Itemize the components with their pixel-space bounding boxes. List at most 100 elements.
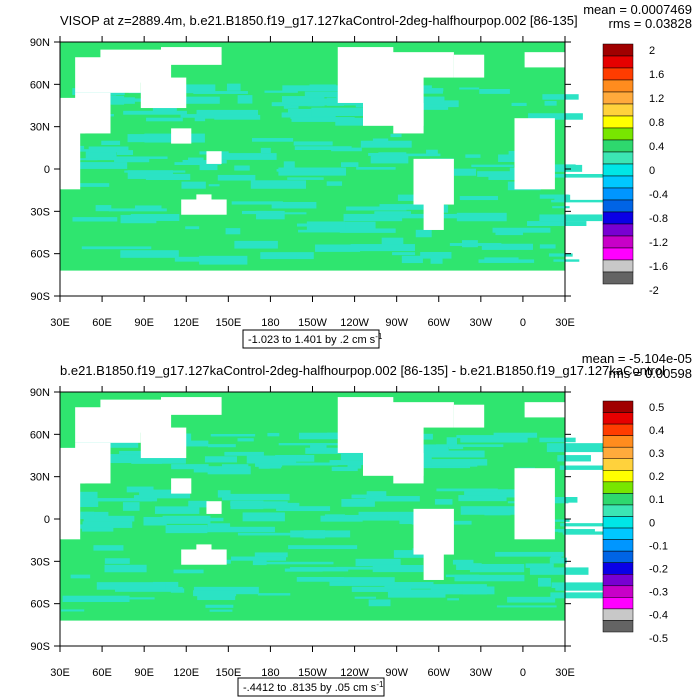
ocean-anomaly-patch	[551, 582, 615, 589]
ocean-anomaly-patch	[305, 447, 362, 454]
lon-tick-label: 180	[261, 667, 279, 679]
colorbar-label: 1.2	[649, 93, 664, 105]
colorbar-swatch	[602, 175, 634, 189]
ocean-anomaly-patch	[276, 506, 331, 512]
land-mask	[514, 468, 555, 540]
land-mask	[171, 478, 192, 494]
colorbar-swatch	[602, 504, 634, 517]
ocean-anomaly-patch	[234, 240, 278, 249]
ocean-anomaly-patch	[73, 498, 99, 507]
lat-tick-label: 90S	[30, 641, 50, 653]
ocean-anomaly-patch	[447, 598, 460, 601]
ocean-anomaly-patch	[303, 530, 326, 539]
ocean-anomaly-patch	[379, 153, 441, 157]
lon-tick-label: 120E	[173, 667, 199, 679]
ocean-anomaly-patch	[209, 609, 233, 612]
ocean-anomaly-patch	[96, 582, 166, 590]
ocean-anomaly-patch	[464, 489, 523, 496]
colorbar-swatch	[602, 585, 634, 598]
land-mask	[423, 199, 444, 230]
ocean-anomaly-patch	[93, 545, 124, 551]
land-mask	[206, 151, 222, 164]
ocean-anomaly-patch	[379, 204, 445, 210]
ocean-anomaly-patch	[260, 147, 271, 154]
colorbar-swatch	[602, 620, 634, 633]
ocean-anomaly-patch	[173, 569, 204, 574]
land-mask	[181, 549, 227, 565]
ocean-anomaly-patch	[278, 443, 339, 446]
ocean-anomaly-patch	[101, 140, 121, 146]
ocean-anomaly-patch	[281, 502, 300, 510]
panel-1-title: VISOP at z=2889.4m, b.e21.B1850.f19_g17.…	[60, 13, 578, 28]
ocean-anomaly-patch	[153, 581, 179, 590]
ocean-anomaly-patch	[422, 105, 449, 110]
ocean-anomaly-patch	[310, 443, 327, 452]
colorbar-swatch	[602, 516, 634, 529]
ocean-anomaly-patch	[324, 514, 345, 518]
ocean-anomaly-patch	[492, 227, 551, 233]
ocean-anomaly-patch	[62, 595, 130, 602]
land-mask	[413, 158, 454, 205]
lon-tick-label: 90E	[134, 667, 154, 679]
ocean-anomaly-patch	[217, 174, 256, 181]
colorbar-label: -0.4	[649, 189, 668, 201]
land-mask	[171, 128, 192, 144]
ocean-anomaly-patch	[254, 552, 288, 558]
ocean-anomaly-patch	[527, 221, 587, 227]
ocean-anomaly-patch	[374, 211, 412, 215]
lat-tick-label: 60S	[30, 249, 50, 261]
ocean-anomaly-patch	[81, 246, 152, 250]
ocean-anomaly-patch	[289, 454, 315, 462]
ocean-anomaly-patch	[72, 217, 118, 222]
ocean-anomaly-patch	[271, 201, 317, 209]
ocean-anomaly-patch	[81, 526, 114, 532]
ocean-anomaly-patch	[537, 577, 551, 587]
colorbar-label: -0.1	[649, 540, 668, 552]
lon-tick-label: 60W	[427, 667, 450, 679]
ocean-anomaly-patch	[108, 208, 167, 212]
colorbar-swatch	[602, 103, 634, 117]
ocean-anomaly-patch	[462, 587, 476, 595]
colorbar-label: -0.5	[649, 633, 668, 645]
colorbar-label: 0	[649, 517, 655, 529]
ocean-anomaly-patch	[193, 91, 248, 94]
ocean-anomaly-patch	[529, 567, 589, 575]
ocean-anomaly-patch	[268, 462, 338, 466]
lon-tick-label: 90W	[385, 667, 408, 679]
ocean-anomaly-patch	[317, 221, 376, 230]
ocean-anomaly-patch	[356, 167, 396, 170]
ocean-anomaly-patch	[126, 486, 154, 493]
ocean-anomaly-patch	[343, 213, 403, 222]
ocean-anomaly-patch	[496, 605, 557, 608]
panel-1-colorbar: 2 1.6 1.2 0.8 0.4 0 -0.4 -0.8 -1.2 -1.6 -2	[602, 43, 668, 297]
ocean-anomaly-patch	[234, 165, 250, 171]
ocean-anomaly-patch	[127, 134, 183, 143]
ocean-anomaly-patch	[415, 229, 432, 238]
lon-tick-label: 180	[261, 317, 279, 329]
panel-2-colorbar: 0.5 0.4 0.3 0.2 0.1 0 -0.1 -0.2 -0.3 -0.4 -0.5	[602, 400, 668, 645]
ocean-anomaly-patch	[83, 515, 135, 522]
lon-tick-label: 60E	[92, 317, 112, 329]
ocean-anomaly-patch	[88, 146, 129, 153]
ocean-anomaly-patch	[381, 237, 404, 246]
lon-tick-label: 120W	[340, 317, 369, 329]
ocean-anomaly-patch	[550, 592, 609, 599]
ocean-anomaly-patch	[539, 437, 576, 443]
land-mask	[60, 118, 81, 190]
colorbar-label: 0.3	[649, 448, 664, 460]
panel-1-range-label: -1.023 to 1.401 by .2 cm s	[248, 334, 376, 346]
ocean-anomaly-patch	[287, 177, 324, 180]
colorbar-label: -0.8	[649, 213, 668, 225]
ocean-anomaly-patch	[421, 584, 487, 588]
ocean-anomaly-patch	[390, 133, 402, 138]
colorbar-swatch	[602, 91, 634, 105]
ocean-anomaly-patch	[539, 214, 603, 222]
ocean-anomaly-patch	[481, 243, 533, 250]
ocean-anomaly-patch	[237, 95, 253, 104]
lon-tick-label: 0	[520, 667, 526, 679]
ocean-anomaly-patch	[465, 154, 481, 158]
ocean-anomaly-patch	[61, 609, 85, 612]
panel-1-map	[60, 42, 614, 296]
ocean-anomaly-patch	[298, 432, 364, 440]
